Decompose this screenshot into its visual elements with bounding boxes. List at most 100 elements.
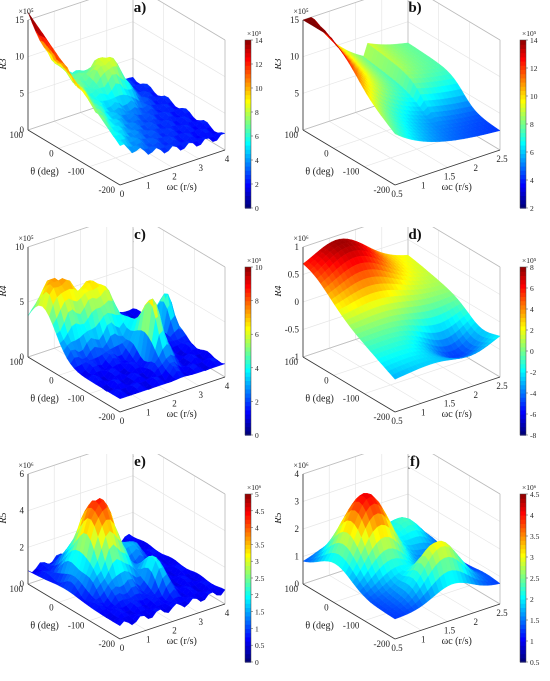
x-tick-label: 2 xyxy=(172,626,177,636)
z-tick-label: 0 xyxy=(20,125,25,135)
colorbar-segment xyxy=(520,304,526,310)
colorbar-segment xyxy=(245,527,251,533)
colorbar-segment xyxy=(520,657,526,663)
colorbar-segment xyxy=(245,523,251,529)
colorbar-segment xyxy=(520,317,526,323)
x-tick-label: 4 xyxy=(225,608,230,618)
colorbar-tick-label: 4 xyxy=(530,176,534,185)
colorbar-segment xyxy=(245,136,251,142)
colorbar-segment xyxy=(520,136,526,142)
colorbar-tick-label: 6 xyxy=(255,330,259,339)
colorbar-segment xyxy=(520,44,526,49)
theta-tick-label: -200 xyxy=(99,412,116,422)
colorbar-segment xyxy=(520,107,526,112)
z-exponent: ×10⁵ xyxy=(18,234,34,243)
x-axis-line xyxy=(394,376,501,413)
colorbar-tick-label: 2 xyxy=(255,180,259,189)
x-tick-label: 0 xyxy=(120,643,125,653)
colorbar-segment xyxy=(520,544,526,550)
colorbar-segment xyxy=(520,346,526,352)
theta-axis-label: θ (deg) xyxy=(305,393,333,404)
colorbar-segment xyxy=(245,107,251,112)
colorbar-segment xyxy=(245,632,251,638)
colorbar-segment xyxy=(245,128,251,133)
colorbar-segment xyxy=(245,569,251,575)
z-tick-label: 2 xyxy=(20,542,25,552)
x-tick-label: 1 xyxy=(146,634,151,644)
colorbar-exponent: ×10⁶ xyxy=(522,483,537,492)
colorbar-segment xyxy=(520,69,526,75)
x-tick-label: 4 xyxy=(225,154,230,164)
colorbar-tick-label: 0.5 xyxy=(255,641,265,650)
colorbar-segment xyxy=(245,582,251,587)
x-tick-label: 2 xyxy=(474,617,479,627)
x-tick-label: 2 xyxy=(172,172,177,182)
colorbar-segment xyxy=(520,422,526,428)
colorbar-segment xyxy=(245,203,251,209)
theta-tick-label: -200 xyxy=(99,639,116,649)
x-axis-line xyxy=(394,603,501,640)
x-tick-label: 1 xyxy=(421,180,426,190)
theta-axis-line xyxy=(302,129,396,186)
colorbar-segment xyxy=(245,61,251,66)
colorbar-tick-label: 6 xyxy=(255,132,259,141)
colorbar-segment xyxy=(520,65,526,70)
z-exponent: ×10⁵ xyxy=(18,7,34,16)
colorbar-segment xyxy=(245,267,251,272)
colorbar-tick-label: 6 xyxy=(530,148,534,157)
theta-tick-label: 0 xyxy=(324,375,329,385)
colorbar-segment xyxy=(520,536,526,541)
colorbar-segment xyxy=(520,111,526,117)
colorbar-segment xyxy=(520,275,526,281)
z-tick-label: 0.5 xyxy=(288,270,300,280)
x-tick-label: 2.5 xyxy=(496,608,508,618)
colorbar-tick-label: 4 xyxy=(530,511,534,520)
colorbar-segment xyxy=(245,388,251,394)
colorbar-tick-label: 2 xyxy=(530,595,534,604)
colorbar-segment xyxy=(245,44,251,49)
colorbar-segment xyxy=(245,170,251,175)
theta-tick-label: 100 xyxy=(285,584,299,594)
x-axis-line xyxy=(119,603,226,640)
colorbar-segment xyxy=(520,124,526,129)
colorbar-tick-label: 1.5 xyxy=(255,608,265,617)
colorbar-segment xyxy=(520,334,526,339)
colorbar-segment xyxy=(245,300,251,306)
colorbar-segment xyxy=(245,573,251,579)
colorbar-segment xyxy=(520,405,526,411)
theta-tick-label: -200 xyxy=(374,185,391,195)
z-tick-label: 15 xyxy=(290,15,300,25)
surface xyxy=(302,238,501,380)
z-tick-label: 6 xyxy=(20,469,25,479)
colorbar-segment xyxy=(245,330,251,335)
colorbar-tick-label: -8 xyxy=(530,431,536,440)
z-tick-label: 4 xyxy=(20,506,25,516)
theta-axis-line xyxy=(27,583,121,640)
colorbar-segment xyxy=(245,195,251,201)
x-tick-label: 1 xyxy=(421,407,426,417)
colorbar-exponent: ×10⁵ xyxy=(522,256,537,265)
x-tick-label: 1 xyxy=(146,407,151,417)
colorbar-segment xyxy=(520,338,526,344)
colorbar-segment xyxy=(245,115,251,121)
colorbar-segment xyxy=(520,586,526,592)
colorbar-segment xyxy=(245,283,251,289)
colorbar-segment xyxy=(520,578,526,583)
colorbar-segment xyxy=(245,355,251,360)
z-tick-label: 0 xyxy=(20,579,25,589)
colorbar-segment xyxy=(520,376,526,381)
colorbar-segment xyxy=(520,48,526,54)
colorbar-segment xyxy=(245,199,251,205)
colorbar-segment xyxy=(245,376,251,381)
colorbar-segment xyxy=(245,279,251,285)
x-tick-label: 2.5 xyxy=(496,154,508,164)
colorbar-segment xyxy=(245,275,251,281)
surface xyxy=(302,493,501,620)
theta-axis-label: θ (deg) xyxy=(305,166,333,177)
colorbar-tick-label: 10 xyxy=(255,84,263,93)
colorbar-segment xyxy=(520,279,526,285)
colorbar-segment xyxy=(245,426,251,432)
